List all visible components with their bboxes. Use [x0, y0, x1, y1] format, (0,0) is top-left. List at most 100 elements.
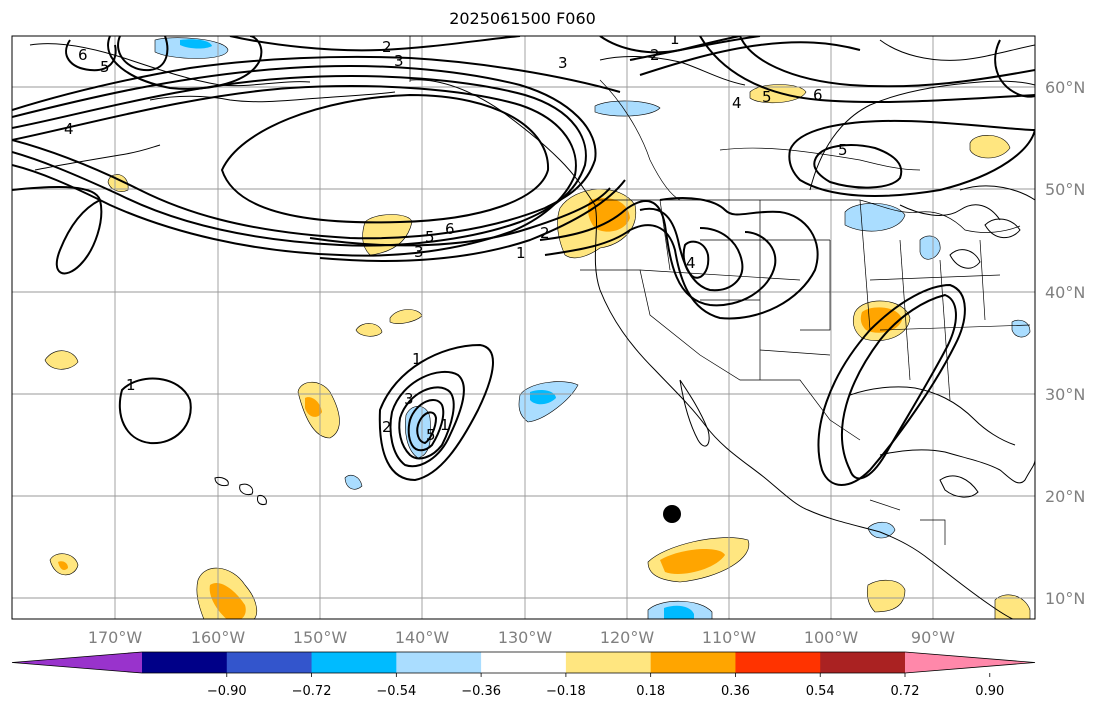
contour-line	[841, 293, 957, 480]
lat-label: 50°N	[1045, 180, 1085, 199]
contour-label: 5	[762, 88, 772, 106]
negative-anomaly	[1011, 319, 1031, 338]
colorbar-tick-label: −0.72	[292, 684, 332, 699]
lon-label: 160°W	[191, 628, 246, 647]
contour-line	[319, 179, 626, 262]
colorbar-tick-label: −0.36	[461, 684, 501, 699]
colorbar-segment	[226, 652, 313, 673]
contour-line	[407, 399, 445, 452]
colorbar-segment	[142, 652, 228, 673]
lon-label: 140°W	[395, 628, 450, 647]
contour-label: 6	[78, 46, 88, 64]
colorbar-extend-low	[12, 652, 142, 673]
colorbar: −0.90 −0.72 −0.54 −0.36 −0.18 0.18 0.36 0.54 0.7…	[11, 651, 1036, 699]
negative-anomaly	[919, 235, 941, 260]
contour-line	[12, 85, 577, 257]
negative-anomaly	[154, 37, 229, 59]
longitude-labels: 170°W 160°W 150°W 140°W 130°W 120°W 110°…	[88, 628, 955, 647]
contour-line	[739, 36, 1035, 88]
negative-anomaly	[344, 474, 363, 490]
positive-anomaly-core	[58, 561, 68, 570]
coastlines	[29, 39, 1035, 619]
contour-label: 6	[445, 220, 455, 238]
lon-label: 130°W	[498, 628, 553, 647]
contour-line	[699, 36, 1035, 104]
positive-anomaly-core	[305, 397, 322, 417]
positive-anomaly	[969, 135, 1011, 159]
contour-line	[107, 36, 263, 90]
contour-line	[539, 200, 777, 307]
latitude-labels: 60°N 50°N 40°N 30°N 20°N 10°N	[1045, 78, 1085, 608]
lon-label: 90°W	[911, 628, 955, 647]
colorbar-outline	[11, 651, 1036, 674]
colorbar-tick-label: −0.90	[207, 684, 247, 699]
contour-labels: 6 5 2 3 3 2 1 4 4 5 6 5 5 6 3 1 2 4 1 1 …	[64, 30, 848, 444]
negative-anomaly	[594, 100, 661, 117]
contour-line	[416, 411, 438, 445]
contour-line	[118, 377, 192, 445]
contour-label: 2	[540, 224, 550, 242]
colorbar-tick-label: 0.18	[636, 684, 665, 699]
contour-line	[309, 187, 611, 247]
contour-line	[378, 343, 494, 482]
station-marker	[663, 505, 681, 523]
colorbar-segment	[735, 652, 821, 673]
contour-label: 5	[838, 141, 848, 159]
contour-line	[629, 36, 761, 61]
contour-line	[788, 119, 1035, 197]
graticule	[12, 36, 1035, 619]
positive-anomaly	[866, 580, 906, 613]
contour-label: 3	[558, 54, 568, 72]
contour-line	[65, 39, 117, 72]
colorbar-tick-label: 0.72	[891, 684, 920, 699]
positive-anomaly-core	[660, 548, 725, 575]
lat-label: 30°N	[1045, 385, 1085, 404]
positive-anomaly	[355, 323, 383, 337]
contour-label: 6	[813, 86, 823, 104]
contour-label: 5	[426, 426, 436, 444]
contour-line	[12, 186, 103, 275]
colorbar-segment	[481, 652, 567, 673]
colorbar-tick-label: 0.90	[975, 684, 1004, 699]
contour-line	[639, 207, 744, 292]
positive-anomaly-core	[587, 197, 630, 232]
contour-line	[994, 39, 1035, 98]
negative-anomaly	[867, 521, 896, 539]
contour-label: 5	[425, 228, 435, 246]
lat-label: 10°N	[1045, 589, 1085, 608]
lon-label: 110°W	[702, 628, 757, 647]
colorbar-segment	[396, 652, 482, 673]
map-border	[11, 35, 1036, 620]
colorbar-segment	[820, 652, 906, 673]
contour-label: 2	[382, 418, 392, 436]
lat-label: 60°N	[1045, 78, 1085, 97]
colorbar-tick-label: −0.54	[376, 684, 416, 699]
positive-anomaly	[44, 350, 79, 370]
positive-anomaly	[749, 84, 807, 104]
lon-label: 170°W	[88, 628, 143, 647]
contour-label: 5	[100, 58, 110, 76]
lat-label: 40°N	[1045, 283, 1085, 302]
contour-line	[813, 144, 903, 189]
colorbar-tick-label: −0.18	[546, 684, 586, 699]
contour-label: 1	[670, 30, 680, 48]
contour-line	[117, 36, 169, 72]
contour-lines	[12, 36, 1035, 486]
contour-line	[398, 386, 455, 460]
contour-line	[220, 93, 550, 224]
contour-line	[12, 65, 597, 240]
contour-line	[229, 36, 521, 52]
negative-anomaly	[844, 203, 906, 232]
colorbar-segment	[650, 652, 736, 673]
contour-label: 3	[394, 52, 404, 70]
contour-label: 2	[650, 46, 660, 64]
contour-label: 1	[126, 376, 136, 394]
contour-line	[12, 75, 587, 247]
positive-anomaly	[994, 594, 1031, 619]
colorbar-tick-label: 0.36	[721, 684, 750, 699]
contour-line	[544, 197, 819, 320]
contour-label: 2	[382, 38, 392, 56]
lon-label: 120°W	[600, 628, 655, 647]
contour-label: 3	[404, 390, 414, 408]
